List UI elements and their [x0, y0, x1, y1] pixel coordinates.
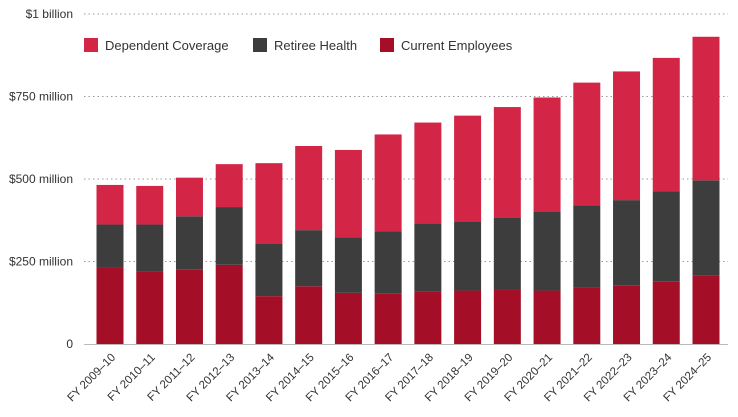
bar-segment-dependent-coverage — [175, 177, 203, 217]
bar-segment-current-employees — [533, 290, 561, 344]
bar-segment-retiree-health — [414, 223, 442, 292]
bar-segment-current-employees — [454, 290, 482, 344]
legend-label: Retiree Health — [274, 38, 357, 53]
legend: Dependent Coverage Retiree Health Current … — [84, 38, 513, 53]
bar-segment-current-employees — [493, 289, 521, 344]
y-tick-label: 0 — [66, 337, 73, 351]
bar-segment-current-employees — [334, 292, 362, 344]
bar-segment-dependent-coverage — [136, 185, 164, 225]
y-axis-tick-labels: 0 $250 million $500 million $750 million $1 … — [9, 7, 73, 351]
y-tick-label: $250 million — [9, 255, 73, 269]
bar-segment-current-employees — [652, 281, 680, 344]
bar-segment-dependent-coverage — [533, 97, 561, 212]
bar-segment-current-employees — [175, 269, 203, 344]
bar-segment-dependent-coverage — [374, 134, 402, 232]
y-tick-label: $500 million — [9, 172, 73, 186]
y-tick-label: $1 billion — [26, 7, 73, 21]
legend-item: Current Employees — [380, 38, 513, 53]
bar-segment-retiree-health — [175, 216, 203, 270]
bar-segment-current-employees — [96, 267, 124, 344]
bar-segment-retiree-health — [652, 191, 680, 282]
bar-segment-current-employees — [573, 287, 601, 344]
bar-segment-retiree-health — [295, 230, 323, 287]
bar-segment-retiree-health — [374, 231, 402, 294]
legend-item: Dependent Coverage — [84, 38, 229, 53]
y-tick-label: $750 million — [9, 90, 73, 104]
bar-segment-current-employees — [414, 291, 442, 344]
legend-label: Current Employees — [401, 38, 513, 53]
bar-segment-retiree-health — [454, 221, 482, 291]
legend-swatch — [380, 38, 394, 52]
bar-segment-retiree-health — [136, 224, 164, 272]
bar-segment-dependent-coverage — [652, 57, 680, 192]
bar-segment-retiree-health — [613, 200, 641, 286]
bar-segment-dependent-coverage — [96, 184, 124, 225]
bar-segment-current-employees — [374, 293, 402, 344]
bar-segment-retiree-health — [573, 205, 601, 288]
bar-segment-dependent-coverage — [295, 146, 323, 231]
legend-swatch — [253, 38, 267, 52]
bar-segment-retiree-health — [334, 237, 362, 293]
bar-segment-current-employees — [215, 264, 243, 344]
bar-segment-dependent-coverage — [692, 36, 720, 181]
bar-segment-dependent-coverage — [613, 71, 641, 201]
bar-segment-retiree-health — [493, 217, 521, 290]
bar-segment-dependent-coverage — [334, 149, 362, 238]
bars — [84, 36, 728, 345]
legend-swatch — [84, 38, 98, 52]
bar-segment-current-employees — [692, 275, 720, 344]
bar-segment-current-employees — [136, 271, 164, 344]
bar-segment-retiree-health — [215, 207, 243, 265]
bar-segment-current-employees — [255, 296, 283, 344]
bar-segment-current-employees — [295, 286, 323, 344]
bar-segment-dependent-coverage — [255, 163, 283, 245]
bar-segment-retiree-health — [96, 224, 124, 268]
bar-segment-dependent-coverage — [573, 82, 601, 206]
bar-segment-current-employees — [613, 285, 641, 344]
bar-segment-retiree-health — [533, 211, 561, 291]
bar-segment-dependent-coverage — [493, 107, 521, 218]
bar-segment-dependent-coverage — [215, 164, 243, 208]
legend-item: Retiree Health — [253, 38, 357, 53]
bar-segment-dependent-coverage — [414, 122, 442, 224]
bar-segment-retiree-health — [255, 244, 283, 297]
legend-label: Dependent Coverage — [105, 38, 229, 53]
bar-segment-dependent-coverage — [454, 115, 482, 222]
bar-segment-retiree-health — [692, 180, 720, 276]
